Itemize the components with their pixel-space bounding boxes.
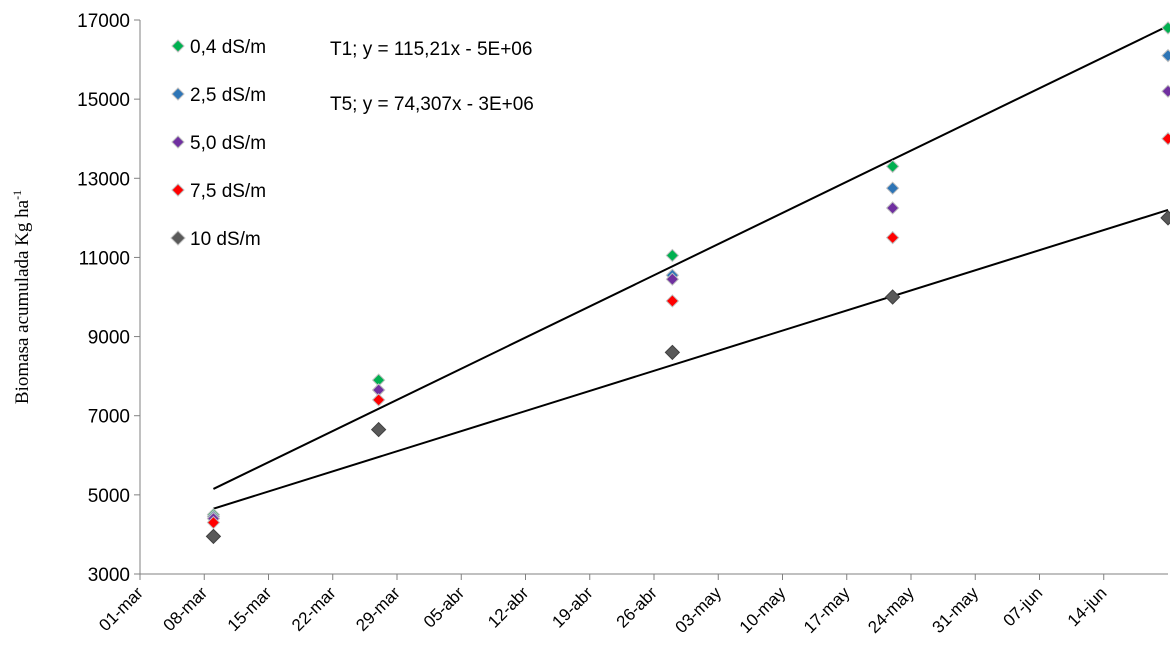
data-point	[205, 528, 222, 545]
x-tick-label: 15-mar	[224, 583, 276, 635]
legend-marker	[171, 39, 185, 53]
y-tick-label: 3000	[88, 565, 130, 586]
y-axis-label: Biomasa acumulada Kg ha-1	[10, 190, 33, 404]
data-point	[885, 230, 900, 245]
y-tick-label: 7000	[88, 407, 130, 428]
y-tick-label: 11000	[79, 248, 130, 269]
x-tick-labels: 01-mar 08-mar 15-mar 22-mar 29-mar 05-abr 12-a…	[95, 574, 1111, 637]
data-point	[665, 248, 680, 263]
axes	[139, 20, 1168, 575]
data-point	[370, 421, 387, 438]
data-point	[885, 201, 900, 215]
data-point	[371, 393, 386, 407]
legend-label: 10 dS/m	[190, 229, 261, 250]
x-tick-label: 24-may	[864, 583, 918, 637]
x-tick-label: 14-jun	[1064, 583, 1111, 630]
legend-label: 5,0 dS/m	[190, 133, 266, 154]
y-tick-label: 17000	[77, 11, 130, 32]
trendline-equations: T1; y = 115,21x - 5E+06 T5; y = 74,307x -…	[330, 39, 534, 115]
data-point	[1161, 132, 1170, 146]
data-point	[1161, 84, 1170, 98]
trendline-equation: T5; y = 74,307x - 3E+06	[330, 94, 534, 115]
trendline-t1	[212, 25, 1169, 490]
y-axis-label-text: Biomasa acumulada Kg ha	[12, 199, 33, 404]
data-point	[885, 181, 900, 195]
x-tick-label: 17-may	[800, 583, 854, 637]
trendlines	[212, 25, 1169, 510]
x-tick-label: 01-mar	[95, 583, 147, 635]
x-tick-label: 29-mar	[352, 583, 404, 635]
data-point	[885, 159, 900, 174]
trendline-equation: T1; y = 115,21x - 5E+06	[330, 39, 532, 60]
y-tick-label: 15000	[77, 90, 130, 111]
legend-label: 0,4 dS/m	[190, 37, 266, 58]
x-tick-label: 31-may	[929, 583, 983, 637]
x-tick-label: 22-mar	[288, 583, 340, 635]
x-tick-label: 08-mar	[160, 583, 212, 635]
x-tick-label: 05-abr	[420, 583, 468, 631]
x-tick-label: 12-abr	[484, 583, 532, 631]
x-tick-label: 26-abr	[613, 583, 661, 631]
x-tick-label: 03-may	[672, 583, 726, 637]
legend-marker	[171, 183, 185, 197]
y-tick-label: 13000	[77, 169, 130, 190]
legend: 0,4 dS/m 2,5 dS/m 5,0 dS/m 7,5 dS/m 10 dS/m	[170, 37, 266, 250]
x-tick-label: 19-abr	[548, 583, 596, 631]
data-point	[664, 344, 681, 361]
y-axis-label-superscript: -1	[10, 190, 24, 200]
legend-marker	[170, 230, 186, 246]
trendline-t5	[213, 208, 1169, 510]
data-point	[884, 289, 901, 305]
data-point	[206, 515, 221, 530]
x-tick-label: 07-jun	[999, 583, 1046, 630]
data-point	[1161, 21, 1170, 35]
data-point	[1161, 48, 1170, 63]
data-point	[665, 272, 680, 286]
y-tick-label: 9000	[88, 328, 130, 349]
y-tick-labels: 3000 5000 7000 9000 11000 13000 15000 17000	[77, 11, 140, 586]
data-point	[665, 294, 680, 308]
data-point	[1160, 210, 1170, 226]
data-points	[205, 21, 1170, 545]
legend-marker	[171, 135, 185, 149]
legend-label: 7,5 dS/m	[190, 181, 266, 202]
y-tick-label: 5000	[88, 486, 130, 507]
legend-marker	[171, 87, 185, 101]
legend-label: 2,5 dS/m	[190, 85, 266, 106]
x-tick-label: 10-may	[736, 583, 790, 637]
